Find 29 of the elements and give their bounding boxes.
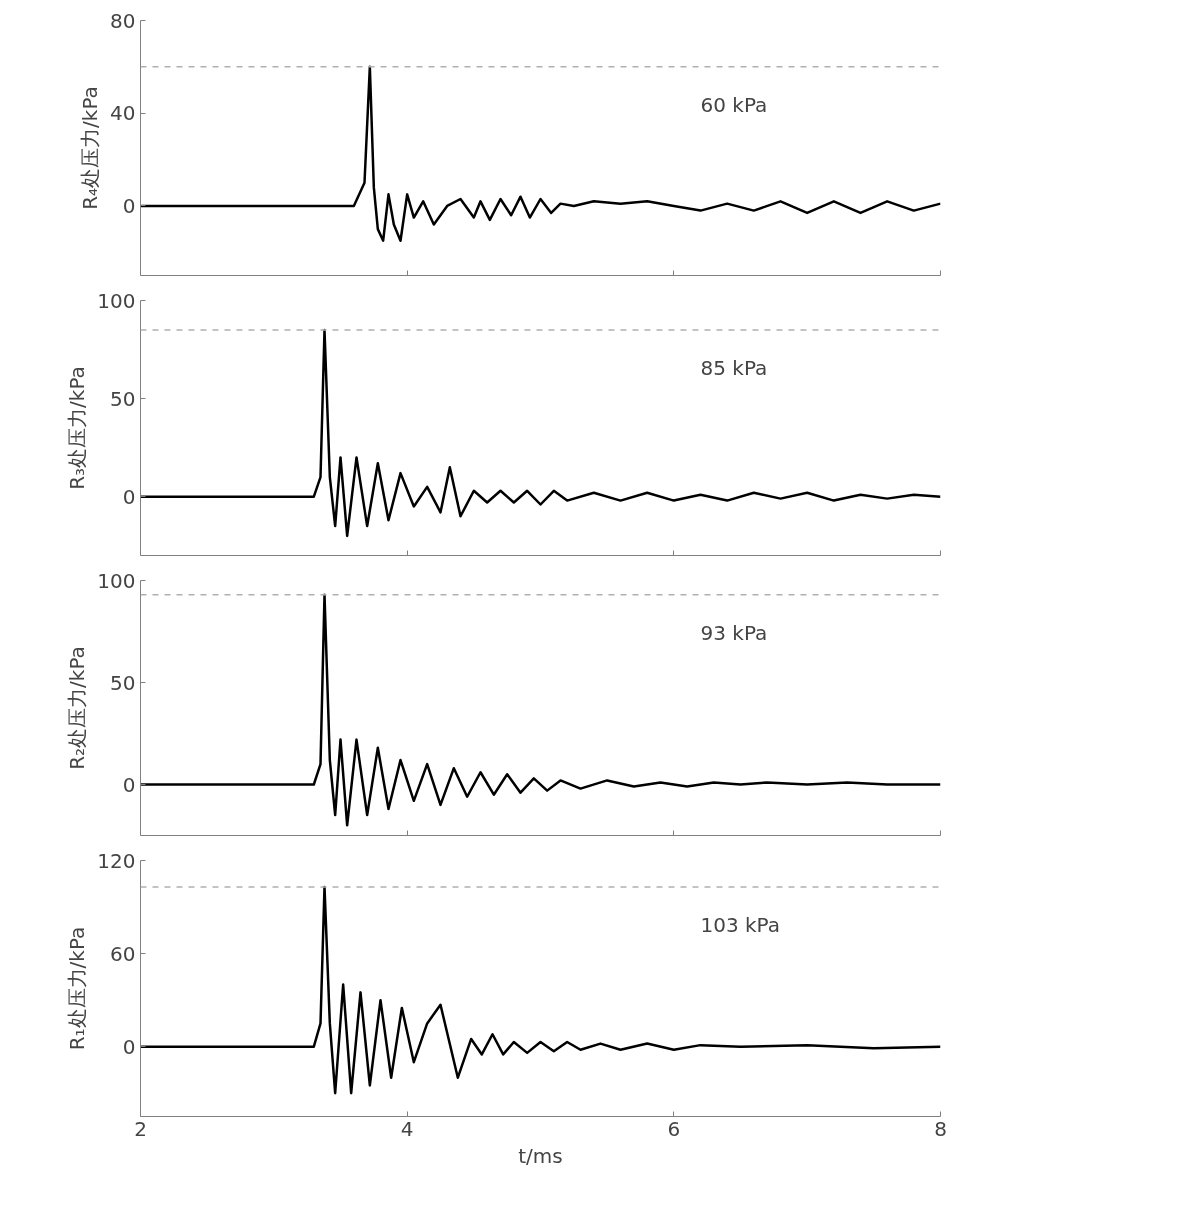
y-axis-title: R₃处压力/kPa bbox=[65, 366, 90, 490]
x-tick-label: 6 bbox=[667, 1116, 681, 1141]
y-tick-label: 40 bbox=[110, 101, 136, 126]
y-tick-label: 0 bbox=[122, 193, 136, 218]
y-tick-label: 100 bbox=[97, 568, 136, 593]
line-series bbox=[140, 885, 941, 1095]
y-tick-label: 0 bbox=[122, 772, 136, 797]
line-series bbox=[140, 593, 941, 827]
ref-line-label: 60 kPa bbox=[700, 92, 768, 117]
y-tick-label: 80 bbox=[110, 8, 136, 33]
ref-line-label: 93 kPa bbox=[700, 620, 768, 645]
y-tick-label: 60 bbox=[110, 941, 136, 966]
y-tick-label: 50 bbox=[110, 670, 136, 695]
y-tick-label: 0 bbox=[122, 484, 136, 509]
y-tick-label: 0 bbox=[122, 1034, 136, 1059]
y-axis-title: R₁处压力/kPa bbox=[65, 926, 90, 1051]
y-axis-title: R₄处压力/kPa bbox=[78, 86, 103, 210]
x-tick-label: 4 bbox=[400, 1116, 414, 1141]
line-series bbox=[140, 65, 941, 242]
ref-line-label: 103 kPa bbox=[700, 912, 781, 937]
y-tick-label: 50 bbox=[110, 386, 136, 411]
x-tick-label: 8 bbox=[934, 1116, 947, 1141]
y-axis-title: R₂处压力/kPa bbox=[65, 646, 90, 770]
x-tick-label: 2 bbox=[134, 1116, 147, 1141]
line-series bbox=[140, 328, 941, 538]
ref-line-label: 85 kPa bbox=[700, 355, 768, 380]
y-tick-label: 120 bbox=[97, 848, 136, 873]
x-axis-title: t/ms bbox=[518, 1143, 563, 1168]
y-tick-label: 100 bbox=[97, 288, 136, 313]
